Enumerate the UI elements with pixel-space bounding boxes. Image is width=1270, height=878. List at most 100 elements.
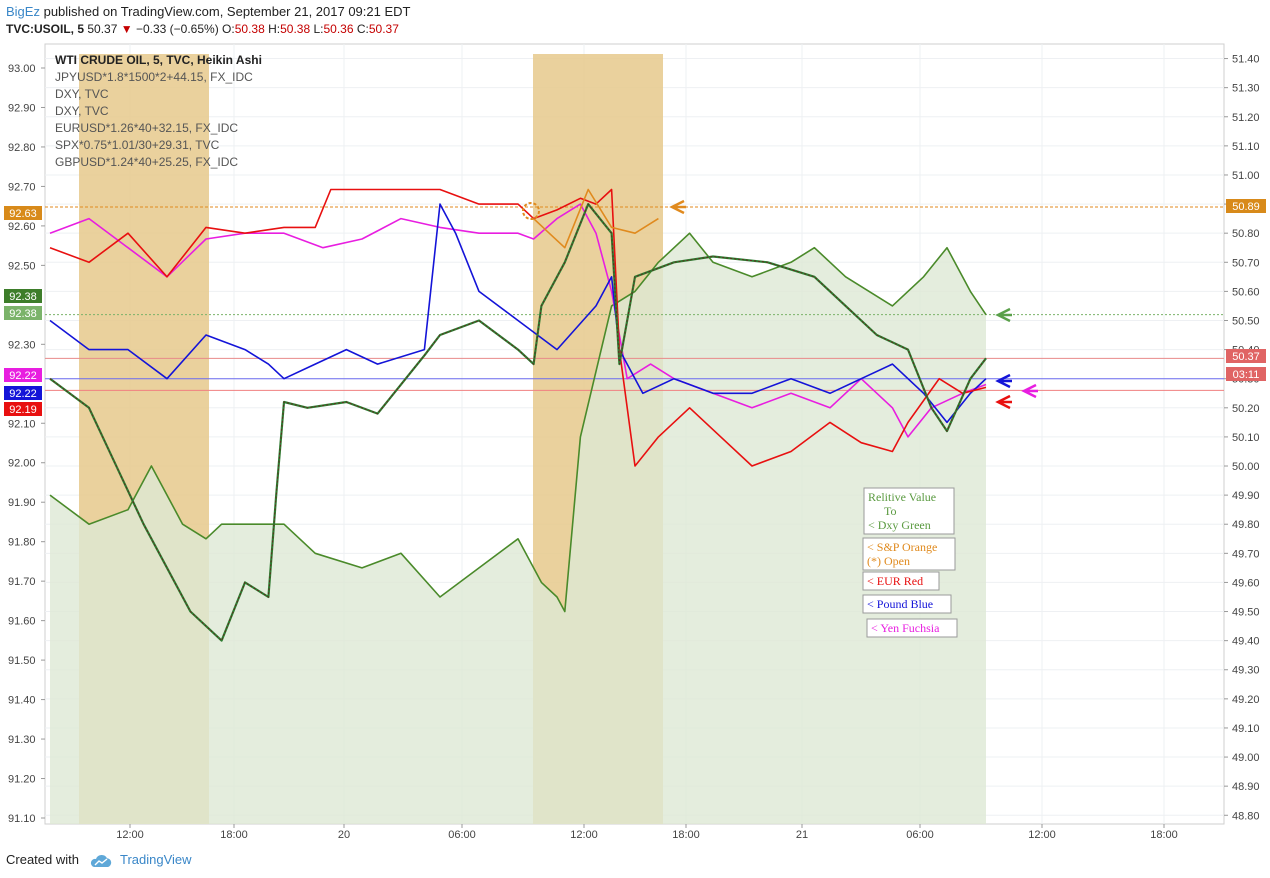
x-tick-label: 21: [796, 829, 808, 841]
open-label: O:: [222, 22, 235, 36]
right-tick-label: 49.80: [1232, 519, 1260, 531]
right-price-badge-label: 50.37: [1232, 351, 1260, 363]
legend-item: WTI CRUDE OIL, 5, TVC, Heikin Ashi: [55, 53, 262, 67]
tradingview-brand-link[interactable]: TradingView: [120, 852, 192, 867]
legend-item: DXY, TVC: [55, 87, 109, 101]
left-price-badge-label: 92.38: [9, 308, 37, 320]
annotation-box: [863, 487, 955, 535]
x-tick-label: 12:00: [116, 829, 144, 841]
left-tick-label: 91.70: [8, 576, 36, 588]
left-tick-label: 92.50: [8, 260, 36, 272]
left-tick-label: 92.00: [8, 458, 36, 470]
left-tick-label: 92.70: [8, 181, 36, 193]
right-tick-label: 49.00: [1232, 752, 1260, 764]
left-tick-label: 92.80: [8, 142, 36, 154]
right-price-badge: [1226, 349, 1266, 363]
series-line: [49, 188, 987, 467]
left-price-badge-label: 92.22: [9, 370, 37, 382]
pointer-arrow-icon: [995, 373, 1012, 389]
x-tick-label: 18:00: [220, 829, 248, 841]
pointer-arrow-icon: [1021, 383, 1038, 399]
low-label: L:: [313, 22, 324, 36]
annotation-text: (*) Open: [867, 554, 910, 568]
left-price-badge: [4, 402, 42, 416]
right-tick-label: 50.20: [1232, 403, 1260, 415]
price-change: −0.33 (−0.65%): [135, 22, 219, 36]
right-tick-label: 50.80: [1232, 228, 1260, 240]
right-tick-label: 49.40: [1232, 636, 1260, 648]
right-tick-label: 51.20: [1232, 112, 1260, 124]
left-tick-label: 91.80: [8, 537, 36, 549]
legend-item: GBPUSD*1.24*40+25.25, FX_IDC: [55, 155, 238, 169]
close-value: 50.37: [368, 22, 399, 36]
annotation-text: To: [884, 504, 897, 518]
right-tick-label: 50.50: [1232, 315, 1260, 327]
tradingview-cloud-icon: [90, 854, 111, 867]
publish-text: published on TradingView.com, September …: [43, 4, 411, 19]
symbol-line: TVC:USOIL, 5 50.37 ▼ −0.33 (−0.65%) O:50…: [6, 22, 399, 36]
right-tick-label: 51.10: [1232, 141, 1260, 153]
right-price-badge: [1226, 199, 1266, 213]
symbol-name[interactable]: TVC:USOIL, 5: [6, 22, 85, 36]
low-value: 50.36: [323, 22, 354, 36]
right-tick-label: 49.70: [1232, 548, 1260, 560]
right-tick-label: 50.60: [1232, 286, 1260, 298]
annotation-text: Relitive Value: [868, 490, 936, 504]
legend-item: EURUSD*1.26*40+32.15, FX_IDC: [55, 121, 238, 135]
right-tick-label: 51.00: [1232, 170, 1260, 182]
right-tick-label: 49.90: [1232, 490, 1260, 502]
right-tick-label: 49.50: [1232, 607, 1260, 619]
left-tick-label: 91.40: [8, 695, 36, 707]
open-value: 50.38: [234, 22, 265, 36]
spx-open-marker: [522, 202, 540, 220]
x-tick-label: 18:00: [1150, 829, 1178, 841]
x-tick-label: 06:00: [906, 829, 934, 841]
right-tick-label: 51.40: [1232, 54, 1260, 66]
pointer-arrow-icon: [995, 307, 1012, 323]
left-tick-label: 91.60: [8, 616, 36, 628]
left-tick-label: 93.00: [8, 63, 36, 75]
left-price-badge: [4, 206, 42, 220]
right-tick-label: 49.20: [1232, 694, 1260, 706]
left-tick-label: 91.30: [8, 734, 36, 746]
right-price-badge-label: 50.89: [1232, 201, 1260, 213]
legend-item: JPYUSD*1.8*1500*2+44.15, FX_IDC: [55, 70, 253, 84]
left-price-badge: [4, 306, 42, 320]
high-label: H:: [268, 22, 281, 36]
publish-line: BigEz published on TradingView.com, Sept…: [6, 4, 410, 19]
right-tick-label: 49.30: [1232, 665, 1260, 677]
left-price-badge-label: 92.63: [9, 208, 37, 220]
last-price: 50.37: [87, 22, 118, 36]
oil-series-line: [49, 203, 987, 642]
left-price-badge: [4, 368, 42, 382]
right-tick-label: 50.10: [1232, 432, 1260, 444]
left-tick-label: 92.60: [8, 221, 36, 233]
left-price-badge: [4, 289, 42, 303]
left-tick-label: 91.10: [8, 813, 36, 825]
right-tick-label: 50.00: [1232, 461, 1260, 473]
left-tick-label: 92.10: [8, 418, 36, 430]
left-price-badge-label: 92.38: [9, 291, 37, 303]
down-arrow-icon: ▼: [120, 22, 133, 36]
footer: Created with TradingView: [6, 852, 192, 868]
right-tick-label: 48.90: [1232, 781, 1260, 793]
x-tick-label: 18:00: [672, 829, 700, 841]
left-tick-label: 92.30: [8, 339, 36, 351]
left-tick-label: 91.50: [8, 655, 36, 667]
annotation-box: [862, 571, 940, 591]
annotation-text: < Pound Blue: [867, 597, 933, 611]
legend-item: DXY, TVC: [55, 104, 109, 118]
pointer-arrow-icon: [669, 199, 686, 215]
series-line: [533, 188, 659, 249]
left-tick-label: 92.90: [8, 102, 36, 114]
left-price-badge: [4, 386, 42, 400]
author-link[interactable]: BigEz: [6, 4, 40, 19]
dxy-area: [50, 233, 986, 824]
right-tick-label: 48.80: [1232, 810, 1260, 822]
x-tick-label: 12:00: [1028, 829, 1056, 841]
left-tick-label: 91.90: [8, 497, 36, 509]
right-tick-label: 49.10: [1232, 723, 1260, 735]
legend-item: SPX*0.75*1.01/30+29.31, TVC: [55, 138, 220, 152]
high-value: 50.38: [280, 22, 311, 36]
